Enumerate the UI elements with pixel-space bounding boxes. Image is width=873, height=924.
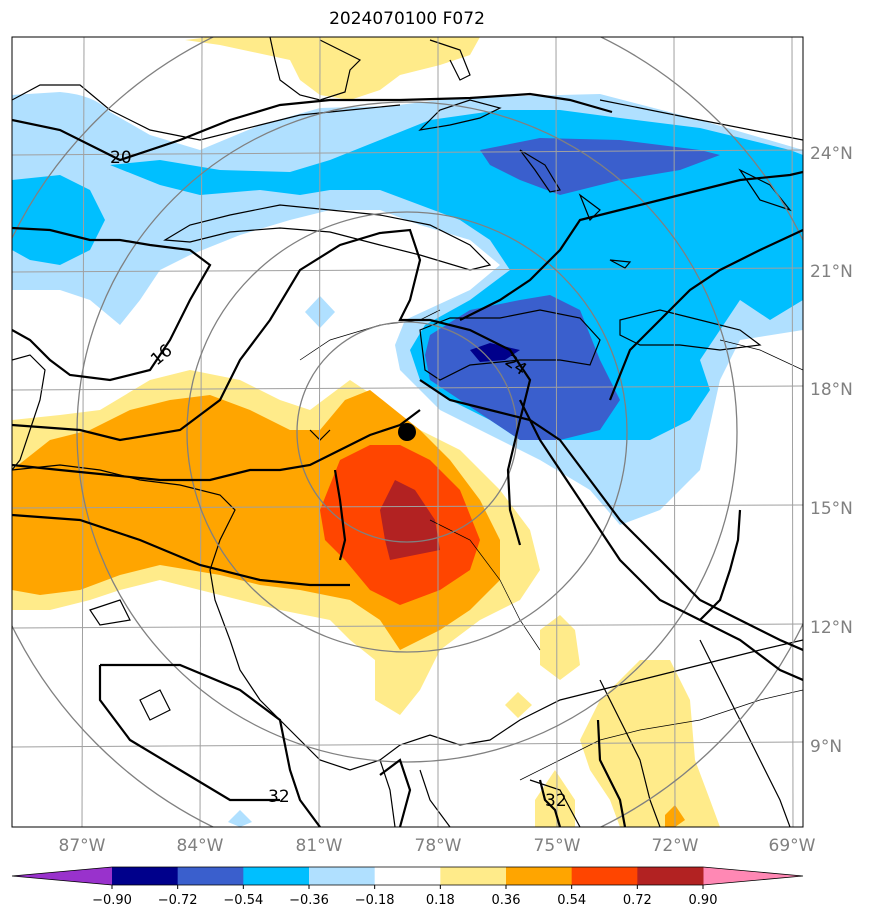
thin-contours xyxy=(299,309,803,781)
thick-contours xyxy=(12,92,803,827)
lon-label-81w: 81°W xyxy=(296,836,343,856)
lat-label-18n: 18°N xyxy=(810,380,853,400)
colorbar-tick-label: 0.54 xyxy=(557,893,586,908)
colorbar-tick-label: 0.90 xyxy=(689,893,718,908)
colorbar-tick-label: −0.72 xyxy=(158,893,198,908)
anomaly-fill-midblue xyxy=(425,138,720,440)
contour-label-16: 16 xyxy=(147,341,176,370)
longitude-labels: 87°W 84°W 81°W 78°W 75°W 72°W 69°W xyxy=(59,836,816,856)
lat-label-12n: 12°N xyxy=(810,618,853,638)
lon-label-69w: 69°W xyxy=(769,836,816,856)
latitude-labels: 24°N 21°N 18°N 15°N 12°N 9°N xyxy=(810,144,853,757)
colorbar-bin xyxy=(571,867,638,885)
colorbar-tick-label: 0.36 xyxy=(492,893,521,908)
colorbar-tick-label: 0.72 xyxy=(623,893,652,908)
colorbar-tick-label: −0.90 xyxy=(92,893,132,908)
colorbar-bin xyxy=(440,867,507,885)
range-rings xyxy=(12,37,803,827)
contour-label-32-left: 32 xyxy=(268,787,290,807)
lat-label-9n: 9°N xyxy=(810,737,842,757)
lon-label-84w: 84°W xyxy=(177,836,224,856)
colorbar-bin xyxy=(637,867,704,885)
colorbar-bin xyxy=(506,867,573,885)
colorbar-extension-low xyxy=(12,867,112,885)
storm-center-marker xyxy=(398,423,416,441)
graticule xyxy=(12,37,803,827)
colorbar: −0.90 −0.72 −0.54 −0.36 −0.18 0.18 0.36 0.54 0.7… xyxy=(11,866,804,908)
map-frame xyxy=(11,36,804,828)
lon-label-72w: 72°W xyxy=(652,836,699,856)
anomaly-fill-cyan xyxy=(12,110,803,440)
lat-label-21n: 21°N xyxy=(810,262,853,282)
colorbar-bin xyxy=(374,867,441,885)
colorbar-bin xyxy=(177,867,244,885)
lat-label-15n: 15°N xyxy=(810,499,853,519)
lon-label-75w: 75°W xyxy=(534,836,581,856)
colorbar-tick-label: −0.36 xyxy=(289,893,329,908)
colorbar-extension-high xyxy=(703,867,803,885)
colorbar-bin xyxy=(112,867,179,885)
lat-label-24n: 24°N xyxy=(810,144,853,164)
map-title: 2024070100 F072 xyxy=(329,9,485,29)
colorbar-tick-label: 0.18 xyxy=(426,893,455,908)
contour-label-32-right: 32 xyxy=(545,791,567,811)
colorbar-bin xyxy=(243,867,310,885)
colorbar-tick-label: −0.18 xyxy=(355,893,395,908)
lon-label-78w: 78°W xyxy=(415,836,462,856)
map-panel xyxy=(12,37,803,827)
anomaly-fill-lightblue-small-2 xyxy=(228,810,252,827)
colorbar-tick-label: −0.54 xyxy=(223,893,263,908)
lon-label-87w: 87°W xyxy=(59,836,106,856)
contour-label-20: 20 xyxy=(110,148,132,168)
colorbar-bin xyxy=(309,867,376,885)
